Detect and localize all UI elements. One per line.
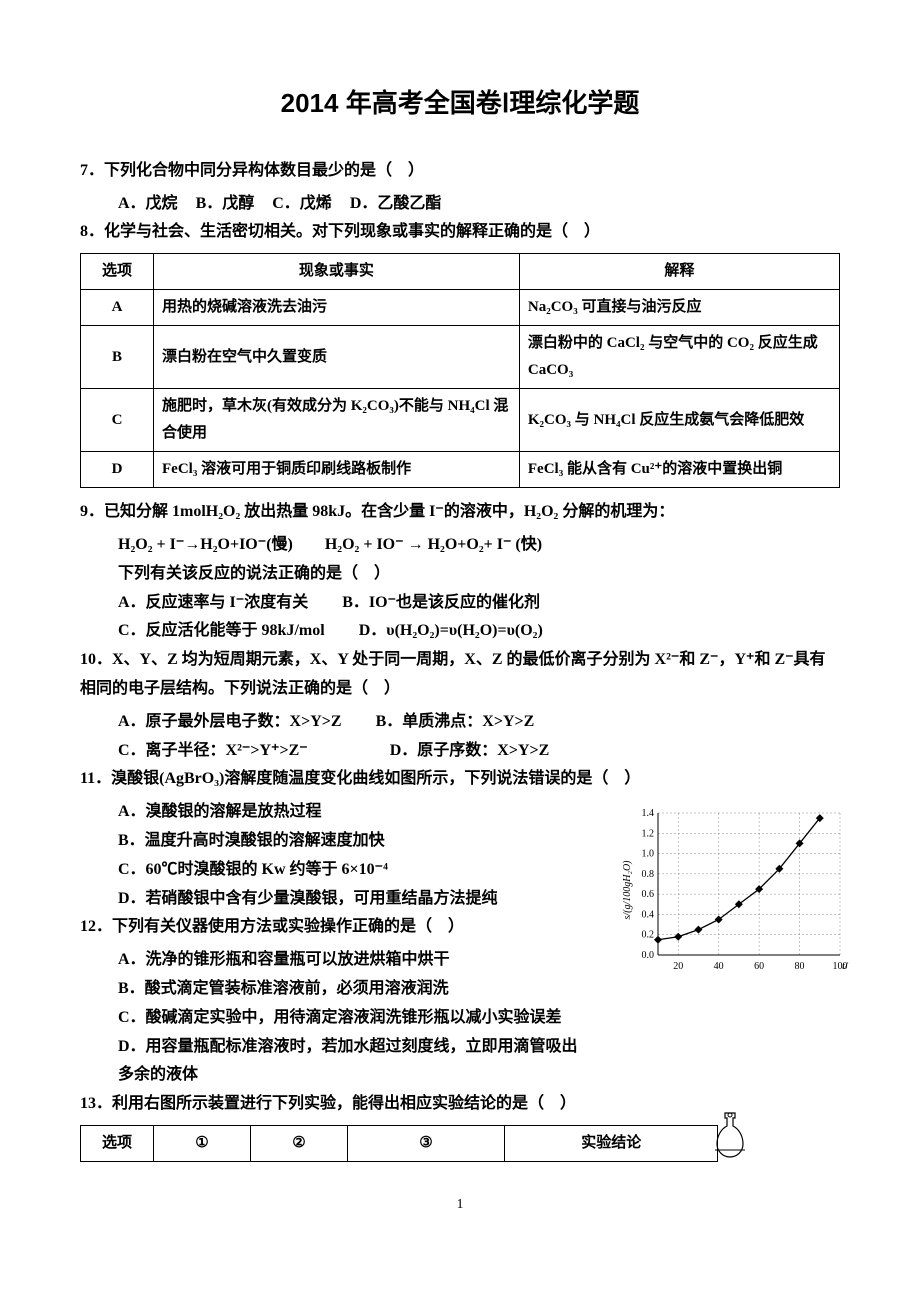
table-row: D FeCl₃ 溶液可用于铜质印刷线路板制作 FeCl₃ 能从含有 Cu²⁺的溶… — [81, 452, 840, 488]
question-7: 7．下列化合物中同分异构体数目最少的是（ ） — [80, 157, 840, 186]
q10-options-1: A．原子最外层电子数：X>Y>Z B．单质沸点：X>Y>Z — [80, 708, 840, 737]
q8-r0c0: A — [81, 290, 154, 326]
q13-h2: ② — [251, 1125, 348, 1161]
q9-options-2: C．反应活化能等于 98kJ/mol D．υ(H₂O₂)=υ(H₂O)=υ(O₂… — [80, 617, 840, 646]
table-row: C 施肥时，草木灰(有效成分为 K₂CO₃)不能与 NH₄Cl 混合使用 K₂C… — [81, 389, 840, 452]
svg-text:0.4: 0.4 — [642, 910, 655, 921]
q9-opt-d: D．υ(H₂O₂)=υ(H₂O)=υ(O₂) — [359, 622, 543, 639]
q13-h1: ① — [154, 1125, 251, 1161]
svg-text:60: 60 — [754, 961, 764, 972]
q12-opt-c: C．酸碱滴定实验中，用待滴定溶液润洗锥形瓶以减小实验误差 — [80, 1004, 840, 1033]
q8-h2: 解释 — [519, 254, 839, 290]
q8-h0: 选项 — [81, 254, 154, 290]
q13-table: 选项 ① ② ③ 实验结论 — [80, 1125, 718, 1162]
svg-text:80: 80 — [795, 961, 805, 972]
q8-r1c1: 漂白粉在空气中久置变质 — [154, 326, 520, 389]
q7-opt-b: B．戊醇 — [196, 195, 255, 212]
svg-text:1.0: 1.0 — [642, 849, 655, 860]
q8-r2c2: K₂CO₃ 与 NH₄Cl 反应生成氨气会降低肥效 — [519, 389, 839, 452]
table-row: B 漂白粉在空气中久置变质 漂白粉中的 CaCl₂ 与空气中的 CO₂ 反应生成… — [81, 326, 840, 389]
q10-opt-d: D．原子序数：X>Y>Z — [390, 742, 550, 759]
q9-opt-b: B．IO⁻也是该反应的催化剂 — [342, 594, 540, 611]
q9-options-1: A．反应速率与 I⁻浓度有关 B．IO⁻也是该反应的催化剂 — [80, 589, 840, 618]
q8-r1c2: 漂白粉中的 CaCl₂ 与空气中的 CO₂ 反应生成 CaCO₃ — [519, 326, 839, 389]
q8-r3c0: D — [81, 452, 154, 488]
svg-text:1.2: 1.2 — [642, 829, 655, 840]
page-title: 2014 年高考全国卷Ⅰ理综化学题 — [80, 80, 840, 127]
q7-options: A．戊烷 B．戊醇 C．戊烯 D．乙酸乙酯 — [80, 190, 840, 219]
q8-r0c2: Na₂CO₃ 可直接与油污反应 — [519, 290, 839, 326]
q7-opt-a: A．戊烷 — [118, 195, 178, 212]
question-8: 8．化学与社会、生活密切相关。对下列现象或事实的解释正确的是（ ） — [80, 218, 840, 247]
table-row: A 用热的烧碱溶液洗去油污 Na₂CO₃ 可直接与油污反应 — [81, 290, 840, 326]
svg-text:0.6: 0.6 — [642, 890, 655, 901]
q8-h1: 现象或事实 — [154, 254, 520, 290]
svg-text:20: 20 — [673, 961, 683, 972]
q10-options-2: C．离子半径：X²⁻>Y⁺>Z⁻ D．原子序数：X>Y>Z — [80, 737, 840, 766]
q13-h3: ③ — [348, 1125, 505, 1161]
q12-opt-d: D．用容量瓶配标准溶液时，若加水超过刻度线，立即用滴管吸出多余的液体 — [80, 1033, 840, 1091]
q9-sub: 下列有关该反应的说法正确的是（ ） — [80, 560, 840, 589]
svg-text:1.4: 1.4 — [642, 808, 655, 819]
q8-r1c0: B — [81, 326, 154, 389]
q10-opt-b: B．单质沸点：X>Y>Z — [376, 713, 535, 730]
q9-mechanism: H₂O₂ + I⁻→H₂O+IO⁻(慢) H₂O₂ + IO⁻ → H₂O+O₂… — [80, 531, 840, 560]
apparatus-icon — [700, 1108, 760, 1158]
svg-text:0.0: 0.0 — [642, 950, 655, 961]
svg-text:0.2: 0.2 — [642, 930, 655, 941]
question-9: 9．已知分解 1molH₂O₂ 放出热量 98kJ。在含少量 I⁻的溶液中，H₂… — [80, 498, 840, 527]
q7-opt-c: C．戊烯 — [272, 195, 332, 212]
page-number: 1 — [80, 1192, 840, 1217]
svg-text:0.8: 0.8 — [642, 869, 655, 880]
q8-r2c0: C — [81, 389, 154, 452]
svg-text:t/℃: t/℃ — [842, 961, 850, 972]
q8-r3c1: FeCl₃ 溶液可用于铜质印刷线路板制作 — [154, 452, 520, 488]
q12-opt-b: B．酸式滴定管装标准溶液前，必须用溶液润洗 — [80, 975, 840, 1004]
svg-text:40: 40 — [714, 961, 724, 972]
question-10: 10．X、Y、Z 均为短周期元素，X、Y 处于同一周期，X、Z 的最低价离子分别… — [80, 646, 840, 704]
q10-opt-c: C．离子半径：X²⁻>Y⁺>Z⁻ — [118, 742, 308, 759]
q8-r2c1: 施肥时，草木灰(有效成分为 K₂CO₃)不能与 NH₄Cl 混合使用 — [154, 389, 520, 452]
question-13-block: 13．利用右图所示装置进行下列实验，能得出相应实验结论的是（ ） 选项 ① ② … — [80, 1090, 840, 1162]
q8-r0c1: 用热的烧碱溶液洗去油污 — [154, 290, 520, 326]
q9-opt-a: A．反应速率与 I⁻浓度有关 — [118, 594, 308, 611]
question-11: 11．溴酸银(AgBrO₃)溶解度随温度变化曲线如图所示，下列说法错误的是（ ） — [80, 765, 840, 794]
q13-h0: 选项 — [81, 1125, 154, 1161]
svg-text:s/(g/100gH₂O): s/(g/100gH₂O) — [622, 860, 633, 920]
solubility-chart: 204060801000.00.20.40.60.81.01.21.4t/℃s/… — [620, 805, 850, 975]
q13-h4: 实验结论 — [505, 1125, 718, 1161]
q7-opt-d: D．乙酸乙酯 — [350, 195, 442, 212]
q9-opt-c: C．反应活化能等于 98kJ/mol — [118, 622, 325, 639]
q8-table: 选项 现象或事实 解释 A 用热的烧碱溶液洗去油污 Na₂CO₃ 可直接与油污反… — [80, 253, 840, 488]
q8-r3c2: FeCl₃ 能从含有 Cu²⁺的溶液中置换出铜 — [519, 452, 839, 488]
question-11-block: 11．溴酸银(AgBrO₃)溶解度随温度变化曲线如图所示，下列说法错误的是（ ）… — [80, 765, 840, 913]
q10-opt-a: A．原子最外层电子数：X>Y>Z — [118, 713, 342, 730]
